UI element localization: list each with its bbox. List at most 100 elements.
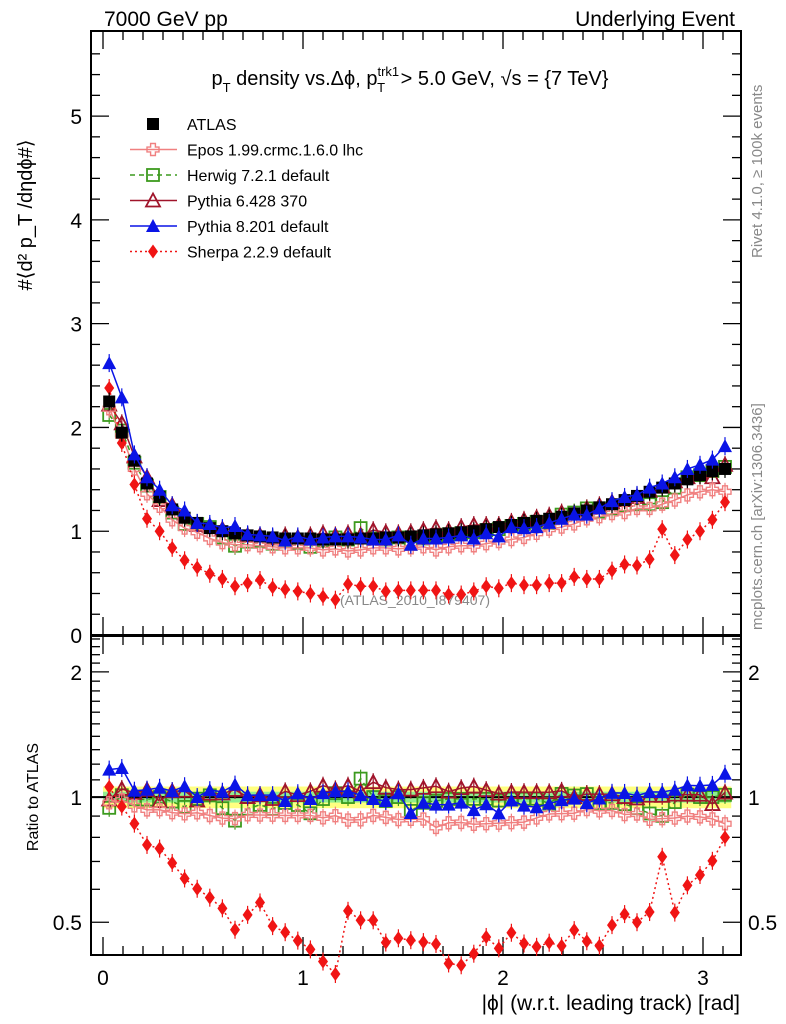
ratio-point-epos-1-99-crmc-1-6-0-lhc	[102, 796, 116, 810]
point-pythia-8-201-default	[228, 519, 242, 533]
ratio-y-tick-label: 0.5	[53, 912, 82, 935]
point-pythia-8-201-default	[265, 529, 280, 543]
ratio-point-sherpa-2-2-9-default	[619, 907, 630, 922]
point-sherpa-2-2-9-default	[230, 579, 240, 594]
ratio-point-pythia-8-201-default	[240, 788, 255, 802]
point-sherpa-2-2-9-default	[544, 576, 555, 591]
point-sherpa-2-2-9-default	[418, 583, 429, 598]
point-pythia-8-201-default	[454, 528, 469, 542]
title-sub-t2: T	[377, 80, 385, 95]
point-epos-1-99-crmc-1-6-0-lhc	[353, 543, 368, 557]
ratio-point-epos-1-99-crmc-1-6-0-lhc	[265, 808, 280, 822]
point-sherpa-2-2-9-default	[619, 557, 630, 572]
ratio-point-sherpa-2-2-9-default	[179, 871, 190, 886]
point-epos-1-99-crmc-1-6-0-lhc	[328, 542, 343, 556]
ratio-point-epos-1-99-crmc-1-6-0-lhc	[203, 808, 217, 823]
point-epos-1-99-crmc-1-6-0-lhc	[668, 493, 682, 507]
ratio-point-pythia-8-201-default	[265, 788, 280, 802]
ratio-point-pythia-6-428-370	[716, 783, 734, 800]
point-atlas	[694, 469, 706, 482]
ratio-point-pythia-8-201-default	[454, 795, 469, 809]
point-sherpa-2-2-9-default	[581, 571, 592, 586]
ratio-point-sherpa-2-2-9-default	[104, 779, 115, 794]
point-sherpa-2-2-9-default	[318, 589, 328, 604]
ratio-point-epos-1-99-crmc-1-6-0-lhc	[127, 799, 142, 813]
ratio-point-pythia-8-201-default	[378, 793, 393, 807]
ratio-point-epos-1-99-crmc-1-6-0-lhc	[391, 812, 406, 827]
point-sherpa-2-2-9-default	[493, 581, 504, 596]
ratio-point-pythia-8-201-default	[403, 805, 418, 819]
ratio-point-sherpa-2-2-9-default	[695, 868, 705, 883]
point-sherpa-2-2-9-default	[644, 552, 655, 567]
point-atlas	[115, 426, 128, 439]
ratio-point-sherpa-2-2-9-default	[129, 816, 140, 831]
ratio-point-sherpa-2-2-9-default	[632, 915, 642, 930]
ratio-point-sherpa-2-2-9-default	[393, 931, 404, 946]
point-sherpa-2-2-9-default	[267, 580, 278, 595]
ratio-point-pythia-8-201-default	[290, 786, 305, 800]
point-pythia-8-201-default	[466, 531, 481, 545]
ratio-y-tick-label-right: 0.5	[748, 912, 777, 935]
ratio-point-pythia-8-201-default	[177, 779, 192, 793]
x-axis-label: |ϕ| (w.r.t. leading track) [rad]	[482, 992, 740, 1015]
ratio-point-epos-1-99-crmc-1-6-0-lhc	[278, 808, 292, 823]
ratio-point-epos-1-99-crmc-1-6-0-lhc	[416, 812, 431, 826]
ratio-point-epos-1-99-crmc-1-6-0-lhc	[379, 810, 393, 825]
ratio-point-pythia-8-201-default	[303, 792, 318, 806]
ratio-point-epos-1-99-crmc-1-6-0-lhc	[316, 811, 330, 825]
ratio-point-sherpa-2-2-9-default	[368, 913, 379, 928]
ratio-point-epos-1-99-crmc-1-6-0-lhc	[479, 817, 493, 831]
ratio-point-pythia-8-201-default	[567, 791, 582, 805]
point-pythia-8-201-default	[605, 494, 619, 508]
ratio-point-epos-1-99-crmc-1-6-0-lhc	[190, 806, 204, 820]
point-pythia-8-201-default	[579, 507, 594, 521]
point-pythia-8-201-default	[403, 537, 418, 551]
point-pythia-8-201-default	[680, 461, 695, 475]
legend: ATLAS Epos 1.99.crmc.1.6.0 lhc Herwig 7.2.…	[130, 117, 363, 262]
x-tick-label: 0	[97, 967, 109, 990]
ratio-point-sherpa-2-2-9-default	[431, 936, 441, 951]
ratio-point-sherpa-2-2-9-default	[355, 913, 366, 928]
point-epos-1-99-crmc-1-6-0-lhc	[228, 538, 242, 552]
ratio-point-epos-1-99-crmc-1-6-0-lhc	[680, 809, 695, 823]
point-pythia-8-201-default	[341, 529, 355, 543]
legend-label-pythia-6-428-370: Pythia 6.428 370	[187, 194, 307, 211]
x-tick-label: 3	[697, 967, 709, 990]
ratio-point-epos-1-99-crmc-1-6-0-lhc	[429, 820, 443, 835]
ratio-point-pythia-8-201-default	[366, 792, 381, 806]
point-epos-1-99-crmc-1-6-0-lhc	[567, 517, 581, 531]
ratio-point-pythia-8-201-default	[504, 793, 519, 807]
y-tick-label: 2	[70, 417, 82, 440]
ratio-point-epos-1-99-crmc-1-6-0-lhc	[441, 816, 456, 830]
point-atlas	[706, 465, 719, 478]
ratio-point-epos-1-99-crmc-1-6-0-lhc	[303, 808, 318, 823]
rivet-info: Rivet 4.1.0, ≥ 100k events	[749, 85, 766, 258]
point-epos-1-99-crmc-1-6-0-lhc	[693, 485, 707, 499]
point-sherpa-2-2-9-default	[355, 579, 366, 594]
point-sherpa-2-2-9-default	[104, 381, 115, 396]
point-sherpa-2-2-9-default	[519, 578, 529, 593]
point-pythia-8-201-default	[693, 457, 707, 471]
ratio-point-epos-1-99-crmc-1-6-0-lhc	[655, 811, 669, 826]
point-sherpa-2-2-9-default	[682, 532, 693, 547]
legend-label-epos-1-99-crmc-1-6-0-lhc: Epos 1.99.crmc.1.6.0 lhc	[187, 143, 363, 160]
ratio-point-epos-1-99-crmc-1-6-0-lhc	[328, 808, 343, 823]
ratio-point-pythia-8-201-default	[718, 766, 732, 780]
point-sherpa-2-2-9-default	[255, 572, 265, 587]
ratio-point-pythia-8-201-default	[592, 791, 607, 805]
ratio-point-sherpa-2-2-9-default	[720, 830, 730, 845]
ratio-point-sherpa-2-2-9-default	[468, 946, 479, 961]
point-pythia-8-201-default	[127, 447, 142, 461]
ratio-point-sherpa-2-2-9-default	[292, 933, 303, 948]
ratio-point-pythia-8-201-default	[416, 795, 431, 809]
legend-label-sherpa-2-2-9-default: Sherpa 2.2.9 default	[187, 245, 332, 262]
point-pythia-8-201-default	[441, 530, 456, 544]
point-epos-1-99-crmc-1-6-0-lhc	[391, 542, 406, 556]
ratio-point-epos-1-99-crmc-1-6-0-lhc	[467, 817, 481, 831]
ratio-point-pythia-8-201-default	[140, 782, 154, 796]
ratio-point-sherpa-2-2-9-default	[217, 901, 228, 916]
ratio-point-epos-1-99-crmc-1-6-0-lhc	[517, 815, 531, 829]
ratio-point-sherpa-2-2-9-default	[506, 925, 517, 940]
ratio-point-sherpa-2-2-9-default	[343, 903, 353, 918]
ratio-point-pythia-8-201-default	[228, 777, 242, 791]
